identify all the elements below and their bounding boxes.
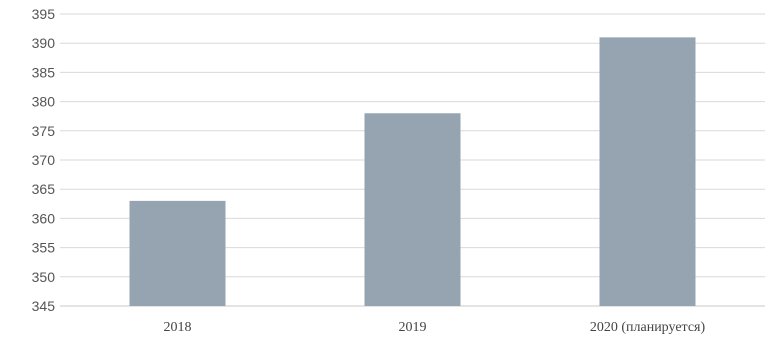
y-tick-label: 350 <box>32 269 56 285</box>
bar-1 <box>129 200 226 306</box>
x-category-label: 2020 (планируется) <box>590 320 706 335</box>
y-tick-label: 365 <box>32 181 56 197</box>
y-tick-label: 355 <box>32 240 56 256</box>
y-tick-label: 360 <box>32 210 56 226</box>
y-tick-label: 345 <box>32 298 56 314</box>
bar-3 <box>599 37 696 307</box>
x-category-label: 2018 <box>164 320 192 335</box>
y-tick-label: 370 <box>32 152 56 168</box>
y-tick-label: 390 <box>32 35 56 51</box>
y-tick-label: 395 <box>32 6 56 22</box>
y-tick-label: 380 <box>32 94 56 110</box>
bars <box>129 37 696 307</box>
bar-2 <box>364 113 461 306</box>
x-axis-labels: 2018 2019 2020 (планируется) <box>164 320 706 335</box>
y-axis-ticks: 345 350 355 360 365 370 375 380 385 390 395 <box>32 6 56 314</box>
y-tick-label: 385 <box>32 64 56 80</box>
y-tick-label: 375 <box>32 123 56 139</box>
x-category-label: 2019 <box>399 320 427 335</box>
